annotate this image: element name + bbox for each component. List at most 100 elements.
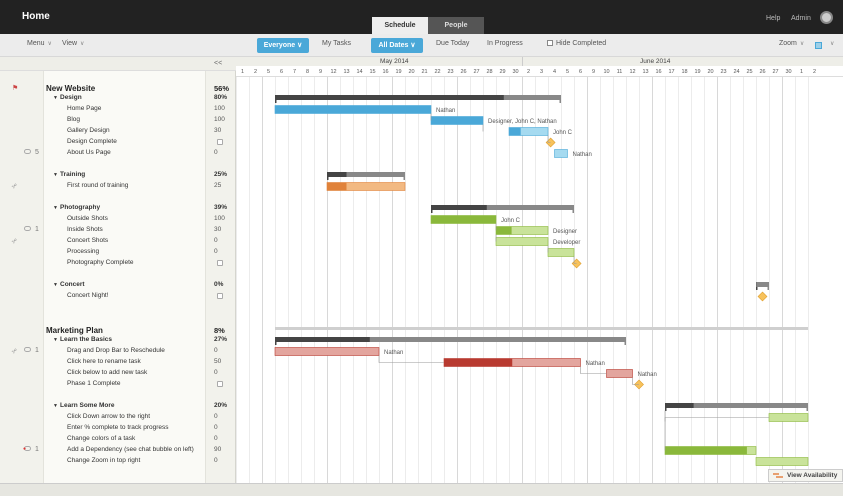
row-name[interactable]: Add a Dependency (see chat bubble on lef…: [67, 446, 194, 453]
row-name[interactable]: Learn Some More: [60, 402, 115, 409]
comment-icon[interactable]: [24, 347, 31, 354]
row-name[interactable]: Drag and Drop Bar to Reschedule: [67, 347, 165, 354]
group-row[interactable]: ▼ Learn the Basics 27%: [0, 335, 236, 346]
help-link[interactable]: Help: [766, 15, 781, 22]
summary-bar[interactable]: [431, 205, 574, 210]
expand-toggle-icon[interactable]: ▼: [53, 337, 58, 343]
task-row[interactable]: Photography Complete: [0, 258, 236, 269]
expand-toggle-icon[interactable]: ▼: [53, 282, 58, 288]
expand-toggle-icon[interactable]: ▼: [53, 172, 58, 178]
group-row[interactable]: ▼ Photography 39%: [0, 203, 236, 214]
row-percent[interactable]: 80%: [214, 94, 228, 101]
task-bar[interactable]: [755, 457, 809, 466]
row-name[interactable]: Outside Shots: [67, 215, 108, 222]
row-percent[interactable]: 25: [214, 182, 222, 189]
row-percent[interactable]: 39%: [214, 204, 228, 211]
group-row[interactable]: ▼ Design 80%: [0, 93, 236, 104]
attachment-icon[interactable]: ✂: [10, 181, 20, 191]
group-row[interactable]: ▼ Concert 0%: [0, 280, 236, 291]
task-row[interactable]: Inside Shots 30 1: [0, 225, 236, 236]
task-row[interactable]: Change colors of a task 0: [0, 434, 236, 445]
task-row[interactable]: Phase 1 Complete: [0, 379, 236, 390]
task-row[interactable]: Change Zoom in top right 0: [0, 456, 236, 467]
row-percent[interactable]: 8%: [214, 326, 225, 335]
row-percent[interactable]: 50: [214, 358, 222, 365]
row-percent[interactable]: 0: [214, 149, 218, 156]
row-name[interactable]: Enter % complete to track progress: [67, 424, 169, 431]
row-percent[interactable]: 100: [214, 105, 225, 112]
row-name[interactable]: Photography: [60, 204, 101, 211]
task-bar[interactable]: [547, 248, 575, 257]
row-name[interactable]: Concert Night!: [67, 292, 109, 299]
all-dates-filter-button[interactable]: All Dates ∨: [371, 38, 423, 53]
task-row[interactable]: Drag and Drop Bar to Reschedule 0 ✂ 1: [0, 346, 236, 357]
row-name[interactable]: Change colors of a task: [67, 435, 136, 442]
row-name[interactable]: Click below to add new task: [67, 369, 148, 376]
in-progress-filter[interactable]: In Progress: [487, 40, 523, 47]
zoom-dropdown[interactable]: Zoom ∨: [779, 40, 804, 47]
row-name[interactable]: Click Down arrow to the right: [67, 413, 151, 420]
row-percent[interactable]: 20%: [214, 402, 228, 409]
task-row[interactable]: Blog 100: [0, 115, 236, 126]
task-row[interactable]: Gallery Design 30: [0, 126, 236, 137]
admin-link[interactable]: Admin: [791, 15, 811, 22]
everyone-filter-button[interactable]: Everyone ∨: [257, 38, 309, 53]
row-percent[interactable]: 0: [214, 237, 218, 244]
view-dropdown[interactable]: View ∨: [62, 40, 84, 47]
row-percent[interactable]: 27%: [214, 336, 228, 343]
row-percent[interactable]: 0: [214, 424, 218, 431]
row-percent[interactable]: 0: [214, 435, 218, 442]
milestone-checkbox[interactable]: [217, 381, 223, 387]
row-percent[interactable]: 0: [214, 369, 218, 376]
task-row[interactable]: Click Down arrow to the right 0: [0, 412, 236, 423]
attachment-icon[interactable]: ✂: [10, 236, 20, 246]
row-percent[interactable]: 56%: [214, 84, 230, 93]
row-percent[interactable]: 100: [214, 116, 225, 123]
group-row[interactable]: ▼ Training 25%: [0, 170, 236, 181]
summary-bar[interactable]: [327, 172, 405, 177]
collapse-panel-button[interactable]: <<: [214, 60, 223, 67]
row-percent[interactable]: 0: [214, 413, 218, 420]
tab-schedule[interactable]: Schedule: [372, 17, 428, 34]
row-name[interactable]: About Us Page: [67, 149, 111, 156]
row-percent[interactable]: 30: [214, 226, 222, 233]
color-picker-icon[interactable]: [815, 42, 822, 49]
chevron-down-icon[interactable]: ∨: [830, 41, 835, 47]
task-row[interactable]: Concert Night!: [0, 291, 236, 302]
row-percent[interactable]: 100: [214, 215, 225, 222]
task-row[interactable]: Home Page 100: [0, 104, 236, 115]
hide-completed-toggle[interactable]: Hide Completed: [547, 40, 606, 47]
comment-icon[interactable]: [24, 149, 31, 156]
task-row[interactable]: Design Complete: [0, 137, 236, 148]
row-name[interactable]: Learn the Basics: [60, 336, 113, 343]
row-name[interactable]: Design Complete: [67, 138, 117, 145]
project-summary-bar[interactable]: [275, 327, 808, 330]
due-today-filter[interactable]: Due Today: [436, 40, 470, 47]
expand-toggle-icon[interactable]: ▼: [53, 205, 58, 211]
project-row[interactable]: New Website 56% ⚑: [0, 83, 236, 94]
task-bar[interactable]: [554, 149, 568, 158]
row-name[interactable]: Photography Complete: [67, 259, 134, 266]
task-row[interactable]: Add a Dependency (see chat bubble on lef…: [0, 445, 236, 456]
row-percent[interactable]: 0: [214, 347, 218, 354]
row-percent[interactable]: 25%: [214, 171, 228, 178]
summary-bar[interactable]: [275, 337, 626, 342]
milestone-diamond[interactable]: [757, 291, 768, 302]
task-row[interactable]: About Us Page 0 5: [0, 148, 236, 159]
avatar[interactable]: [820, 11, 833, 24]
row-name[interactable]: Blog: [67, 116, 81, 123]
milestone-checkbox[interactable]: [217, 293, 223, 299]
comment-icon[interactable]: [24, 226, 31, 233]
task-bar[interactable]: [274, 347, 380, 356]
row-name[interactable]: Concert Shots: [67, 237, 109, 244]
row-name[interactable]: Change Zoom in top right: [67, 457, 141, 464]
my-tasks-filter[interactable]: My Tasks: [322, 40, 352, 47]
row-percent[interactable]: 90: [214, 446, 222, 453]
row-percent[interactable]: 30: [214, 127, 222, 134]
task-bar[interactable]: [768, 413, 809, 422]
row-name[interactable]: Processing: [67, 248, 100, 255]
task-row[interactable]: Enter % complete to track progress 0: [0, 423, 236, 434]
milestone-checkbox[interactable]: [217, 260, 223, 266]
group-row[interactable]: ▼ Learn Some More 20%: [0, 401, 236, 412]
row-name[interactable]: Training: [60, 171, 86, 178]
